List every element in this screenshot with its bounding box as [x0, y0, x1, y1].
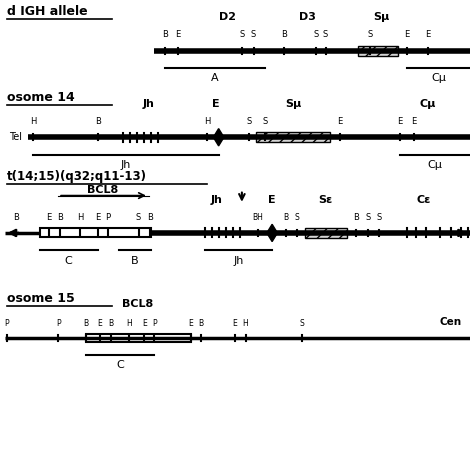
Text: S: S: [366, 213, 371, 222]
Text: D2: D2: [219, 12, 237, 22]
Text: Cen: Cen: [439, 317, 462, 327]
Text: B: B: [353, 213, 359, 222]
Text: S: S: [300, 319, 305, 328]
Bar: [86, 334, 191, 342]
Bar: [39, 228, 151, 237]
Bar: [305, 228, 346, 238]
Text: E: E: [46, 213, 52, 222]
Text: B: B: [83, 319, 89, 328]
Text: E: E: [404, 30, 410, 39]
Text: S: S: [314, 30, 319, 39]
Text: B: B: [95, 117, 100, 126]
Text: Cμ: Cμ: [420, 99, 436, 109]
Text: S: S: [239, 30, 245, 39]
Text: Jh: Jh: [210, 195, 222, 205]
Text: E: E: [175, 30, 180, 39]
Text: BCL8: BCL8: [87, 185, 118, 195]
Text: Sε: Sε: [319, 195, 333, 205]
Text: P: P: [105, 213, 110, 222]
Text: B: B: [162, 30, 168, 39]
Text: E: E: [188, 319, 193, 328]
Text: Tel: Tel: [9, 132, 22, 142]
Text: B: B: [281, 30, 287, 39]
Text: B: B: [108, 319, 113, 328]
Text: S: S: [367, 30, 373, 39]
Text: Sμ: Sμ: [374, 12, 390, 22]
Text: d IGH allele: d IGH allele: [7, 5, 88, 18]
Text: Cμ: Cμ: [428, 160, 442, 170]
Text: Sμ: Sμ: [285, 99, 301, 109]
Polygon shape: [213, 128, 224, 146]
Text: E: E: [212, 99, 220, 109]
Text: E: E: [142, 319, 146, 328]
Text: E: E: [98, 319, 102, 328]
Text: Jh: Jh: [121, 160, 131, 170]
Text: C: C: [65, 255, 73, 266]
Text: Jh: Jh: [233, 255, 244, 266]
Text: B: B: [13, 213, 19, 222]
Text: B: B: [57, 213, 64, 222]
Text: Jh: Jh: [143, 99, 155, 109]
Text: t(14;15)(q32;q11-13): t(14;15)(q32;q11-13): [7, 170, 147, 183]
Text: BH: BH: [253, 213, 264, 222]
Text: S: S: [263, 117, 268, 126]
Text: BCL8: BCL8: [122, 300, 153, 310]
Text: S: S: [246, 117, 252, 126]
Bar: [256, 132, 330, 142]
Text: H: H: [127, 319, 132, 328]
Text: H: H: [204, 117, 210, 126]
Text: C: C: [117, 361, 124, 371]
Text: E: E: [95, 213, 100, 222]
Text: E: E: [268, 195, 276, 205]
Text: S: S: [251, 30, 256, 39]
Text: A: A: [211, 73, 219, 83]
Text: S: S: [323, 30, 328, 39]
Text: E: E: [397, 117, 403, 126]
Text: H: H: [77, 213, 83, 222]
Text: E: E: [411, 117, 417, 126]
Text: S: S: [376, 213, 382, 222]
Text: osome 14: osome 14: [7, 91, 75, 104]
Text: B: B: [131, 255, 139, 266]
Text: B: B: [147, 213, 153, 222]
Polygon shape: [267, 224, 277, 242]
Text: E: E: [337, 117, 342, 126]
Text: S: S: [136, 213, 141, 222]
Text: osome 15: osome 15: [7, 292, 75, 305]
Text: H: H: [243, 319, 248, 328]
Text: Cε: Cε: [416, 195, 430, 205]
Text: B: B: [283, 213, 289, 222]
Text: P: P: [5, 319, 9, 328]
Text: B: B: [199, 319, 203, 328]
Text: E: E: [233, 319, 237, 328]
Text: Cμ: Cμ: [431, 73, 446, 83]
Text: E: E: [425, 30, 430, 39]
Text: P: P: [152, 319, 157, 328]
Text: P: P: [56, 319, 61, 328]
Text: H: H: [30, 117, 36, 126]
Text: D3: D3: [299, 12, 316, 22]
Bar: [358, 46, 398, 56]
Text: S: S: [294, 213, 299, 222]
